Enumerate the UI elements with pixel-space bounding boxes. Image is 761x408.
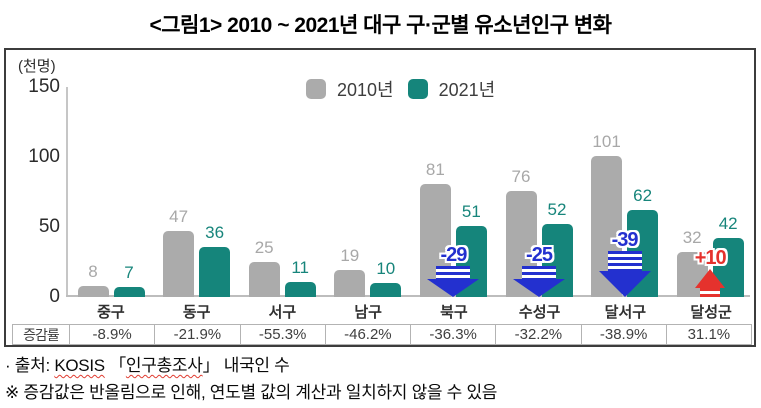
bar-value-label: 32 [682,228,702,247]
change-rate-table: 증감률 -8.9% -21.9% -55.3% -46.2% -36.3% -32.2% -3… [12,324,752,345]
change-arrow-value: -25 [526,244,553,266]
arrow-head [427,279,480,297]
change-arrow-value: -29 [440,244,467,266]
bar-value-label: 8 [88,262,98,281]
y-axis-unit-label: (천명) [18,58,56,75]
source-prefix: · 출처: [5,356,55,375]
change-arrow-value: -39 [611,229,639,251]
change-arrow-수성구: -25 [504,244,574,297]
plot-area: 8 47 25 19 81 76 101 32 7 36 11 10 51 52 62 42 -29 -25 -39… [6,50,754,297]
bar-value-label: 52 [547,200,567,219]
bar-value-label: 62 [633,186,653,205]
source-suffix: 」 내국인 수 [202,356,290,375]
rounding-note: ※ 증감값은 반올림으로 인해, 연도별 값의 계산과 일치하지 않을 수 있음 [5,383,498,402]
x-axis-label-달서구: 달서구 [604,304,647,321]
bar-value-label: 11 [291,258,310,277]
bar-value-label: 47 [169,207,189,226]
rate-cell-동구: -21.9% [155,324,241,345]
chart-title: <그림1> 2010 ~ 2021년 대구 구·군별 유소년인구 변화 [149,14,612,37]
y-tick-label: 150 [28,76,60,97]
bar-value-label: 76 [511,167,531,186]
y-tick-label: 50 [38,216,60,237]
change-arrow-value: +10 [694,247,727,269]
source-mid: 「 [104,356,126,375]
x-axis-label-북구: 북구 [440,304,468,321]
bar-2021년-중구 [113,287,145,297]
y-tick-label: 0 [49,286,60,307]
legend-item-2010: 2010년 [306,76,394,102]
bar-value-label: 7 [124,263,134,282]
rate-cell-수성구: -32.2% [496,324,582,345]
bar-value-label: 101 [592,132,621,151]
bar-value-label: 36 [205,223,225,242]
x-axis-label-중구: 중구 [97,304,125,321]
bar-2010년-중구 [77,286,109,297]
rate-cell-서구: -55.3% [240,324,326,345]
change-arrow-북구: -29 [418,244,488,297]
rate-cell-중구: -8.9% [70,324,156,345]
bar-value-label: 10 [376,259,396,278]
change-arrow-달성군: +10 [675,247,745,297]
y-tick-label: 100 [28,146,60,167]
bar-value-label: 81 [425,160,445,179]
bar-2010년-동구 [163,231,195,297]
legend-label-2021: 2021년 [438,80,496,100]
rate-cell-달성군: 31.1% [666,324,752,345]
bar-value-label: 42 [718,214,738,233]
x-axis-label-달성군: 달성군 [690,304,732,321]
legend: 2010년 2021년 [306,76,495,102]
rate-row-header: 증감률 [12,324,70,345]
rate-cell-북구: -36.3% [411,324,497,345]
change-arrow-달서구: -39 [590,229,660,297]
arrow-head [513,279,565,297]
source-survey: 인구총조사 [125,356,203,375]
legend-item-2021: 2021년 [407,76,496,102]
rate-cell-남구: -46.2% [325,324,411,345]
legend-swatch-2021 [407,79,428,99]
legend-label-2010: 2010년 [337,80,394,100]
arrow-head [598,271,651,297]
bar-2021년-서구 [284,282,316,297]
source-note: · 출처: KOSIS 「인구총조사」 내국인 수 [5,351,290,376]
arrow-tail-stripes [436,266,471,279]
chart-area: (천명) 2010년 2021년 8 47 25 19 81 76 101 32 7 36 11 10… [4,48,756,347]
bar-value-label: 25 [254,238,274,257]
bar-2021년-동구 [199,247,231,297]
arrow-tail-stripes [607,251,642,271]
bar-2021년-남구 [370,283,402,297]
bar-value-label: 19 [340,246,360,265]
rate-cell-달서구: -38.9% [581,324,667,345]
x-axis-line [66,295,750,297]
y-axis-line [66,87,68,297]
arrow-tail-stripes [700,288,721,297]
bar-value-label: 51 [461,202,481,221]
x-axis-label-동구: 동구 [182,304,211,321]
arrow-head [695,269,726,288]
legend-swatch-2010 [306,79,326,99]
x-axis-labels: 중구 동구 서구 남구 북구 수성구 달서구 달성군 [68,301,754,322]
x-axis-label-수성구: 수성구 [518,304,561,321]
bar-2010년-서구 [248,262,280,297]
x-axis-label-서구: 서구 [268,304,297,321]
bar-2010년-남구 [334,270,366,297]
arrow-tail-stripes [522,266,556,279]
source-kosis: KOSIS [54,356,105,375]
x-axis-label-남구: 남구 [354,304,382,321]
